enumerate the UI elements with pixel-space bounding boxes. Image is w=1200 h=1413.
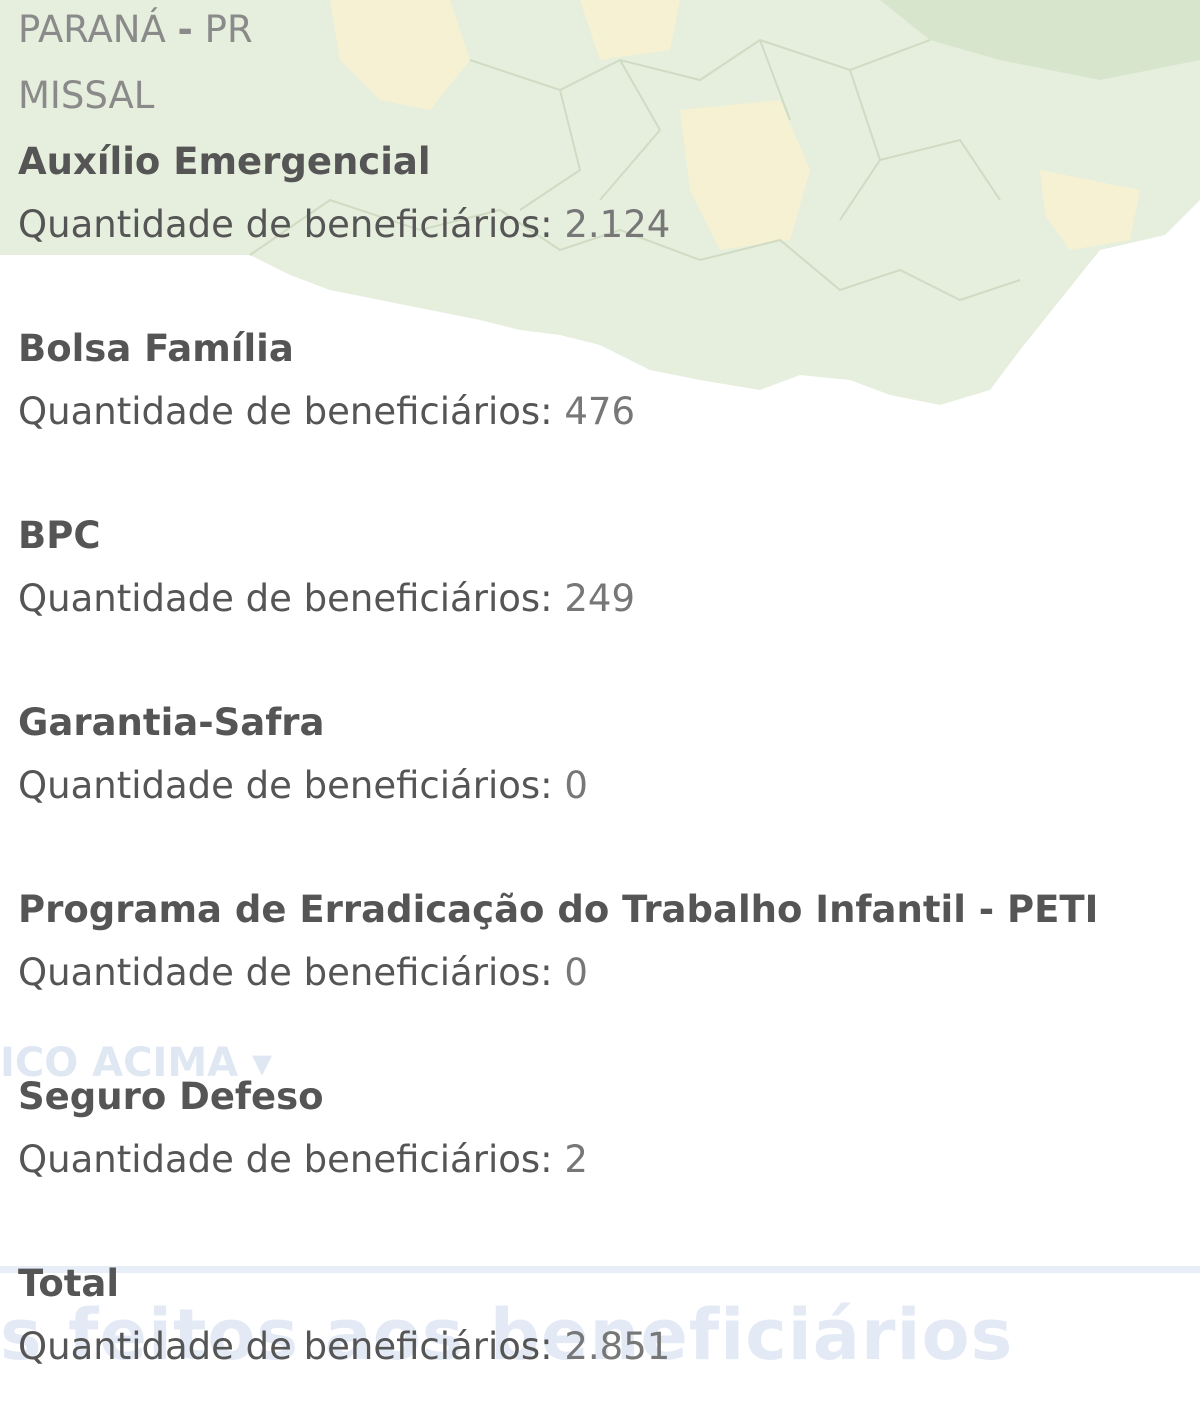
beneficiary-count-label: Quantidade de beneficiários: <box>18 951 553 994</box>
state-separator: - <box>177 8 193 51</box>
beneficiary-count: Quantidade de beneficiários: 2 <box>18 1135 1188 1185</box>
map-yellow-region <box>580 0 680 60</box>
beneficiary-count-value: 0 <box>564 764 588 807</box>
program-item: Total Quantidade de beneficiários: 2.851 <box>18 1259 1188 1372</box>
beneficiary-count-value: 2 <box>564 1138 588 1181</box>
beneficiary-count-label: Quantidade de beneficiários: <box>18 1138 553 1181</box>
map-yellow-region <box>680 100 810 250</box>
faded-background-label: ICO ACIMA ▾ <box>0 1040 273 1086</box>
city-name: MISSAL <box>18 74 155 117</box>
program-title: Seguro Defeso <box>18 1075 324 1118</box>
benefits-panel: PARANÁ - PR MISSAL <box>18 0 1188 124</box>
beneficiary-count-label: Quantidade de beneficiários: <box>18 577 553 620</box>
program-item: Bolsa Família Quantidade de beneficiários… <box>18 324 1188 437</box>
program-item: Programa de Erradicação do Trabalho Infa… <box>18 885 1188 998</box>
program-title: Garantia-Safra <box>18 701 325 744</box>
state-line: PARANÁ - PR <box>18 2 1188 58</box>
program-item: Garantia-Safra Quantidade de beneficiário… <box>18 698 1188 811</box>
beneficiary-count-label: Quantidade de beneficiários: <box>18 764 553 807</box>
map-background <box>0 0 1200 405</box>
beneficiary-count: Quantidade de beneficiários: 249 <box>18 574 1188 624</box>
program-item: Seguro Defeso Quantidade de beneficiários… <box>18 1072 1188 1185</box>
program-title: BPC <box>18 514 101 557</box>
beneficiary-count: Quantidade de beneficiários: 476 <box>18 387 1188 437</box>
beneficiary-count-value: 0 <box>564 951 588 994</box>
map-region-shape <box>0 0 1200 405</box>
program-item: BPC Quantidade de beneficiários: 249 <box>18 511 1188 624</box>
program-title: Auxílio Emergencial <box>18 140 431 183</box>
program-title: Bolsa Família <box>18 327 294 370</box>
map-yellow-region <box>330 0 470 110</box>
state-name: PARANÁ <box>18 8 166 51</box>
beneficiary-count: Quantidade de beneficiários: 0 <box>18 761 1188 811</box>
beneficiary-count: Quantidade de beneficiários: 2.851 <box>18 1322 1188 1372</box>
faded-background-heading: s feitos aos beneficiários <box>0 1294 1014 1376</box>
map-yellow-region <box>1040 170 1140 250</box>
beneficiary-count-label: Quantidade de beneficiários: <box>18 203 553 246</box>
state-code: PR <box>204 8 253 51</box>
beneficiary-count: Quantidade de beneficiários: 2.124 <box>18 200 1188 250</box>
beneficiary-count-value: 2.124 <box>564 203 671 246</box>
map-dark-region <box>880 0 1200 80</box>
faded-divider <box>0 1266 1200 1273</box>
beneficiary-count-value: 476 <box>564 390 635 433</box>
beneficiary-count-value: 249 <box>564 577 635 620</box>
beneficiary-count-value: 2.851 <box>564 1325 671 1368</box>
beneficiary-count: Quantidade de beneficiários: 0 <box>18 948 1188 998</box>
program-title: Total <box>18 1262 120 1305</box>
beneficiary-count-label: Quantidade de beneficiários: <box>18 390 553 433</box>
map-region-border <box>249 38 1021 302</box>
program-item: Auxílio Emergencial Quantidade de benefic… <box>18 137 1188 250</box>
beneficiary-count-label: Quantidade de beneficiários: <box>18 1325 553 1368</box>
program-title: Programa de Erradicação do Trabalho Infa… <box>18 888 1099 931</box>
